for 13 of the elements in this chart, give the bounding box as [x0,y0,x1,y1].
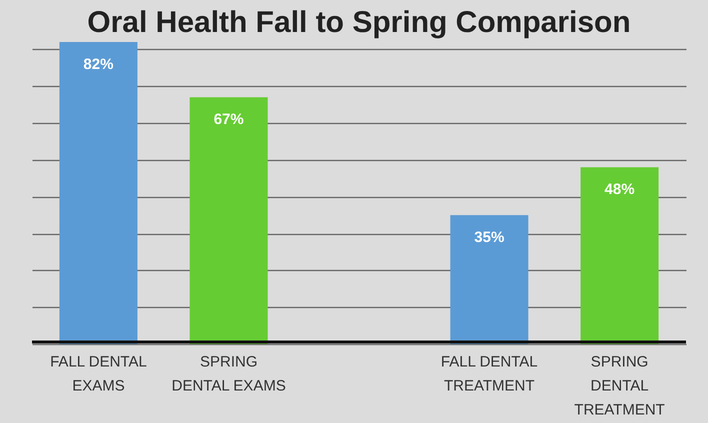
chart-title: Oral Health Fall to Spring Comparison [87,6,631,39]
x-tick-label: FALL DENTAL TREATMENT [440,354,538,394]
data-label: 82% [83,56,114,73]
bar [59,42,138,344]
data-label: 35% [474,229,504,246]
x-tick-label: SPRING DENTAL TREATMENT [574,354,665,418]
bar [580,167,659,344]
x-tick-label: SPRING DENTAL EXAMS [172,354,286,394]
bar [190,97,268,344]
bar [450,215,528,344]
data-label: 67% [214,111,244,128]
x-tick-label: FALL DENTAL EXAMS [50,354,147,394]
data-label: 48% [604,181,635,198]
